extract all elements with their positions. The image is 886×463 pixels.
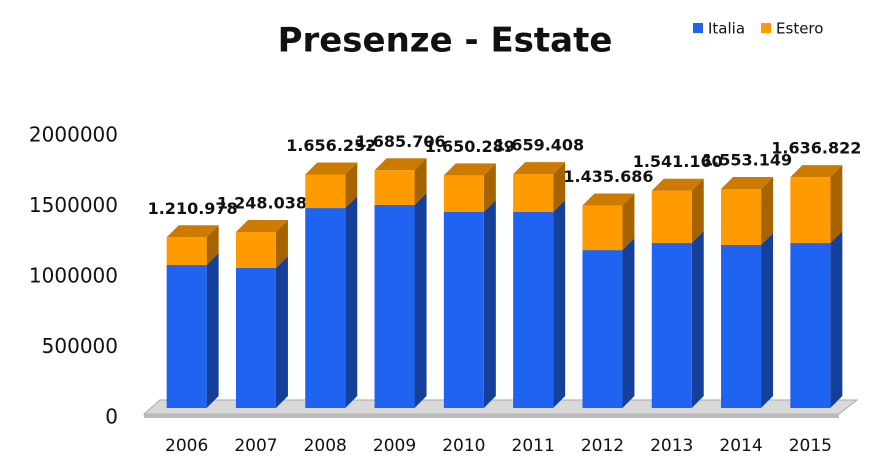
bar-top bbox=[651, 178, 704, 191]
bar-side bbox=[414, 158, 427, 205]
bar bbox=[166, 237, 207, 266]
bar-side bbox=[275, 220, 288, 268]
legend-label: Italia bbox=[708, 20, 745, 38]
bar-top bbox=[443, 163, 496, 176]
bar bbox=[790, 243, 831, 408]
bar bbox=[582, 205, 623, 251]
bar-top bbox=[305, 162, 358, 175]
total-label: 1.210.978 bbox=[148, 199, 238, 218]
bar bbox=[374, 204, 415, 408]
bar-top bbox=[374, 158, 427, 171]
y-tick-label: 2000000 bbox=[29, 123, 118, 147]
x-tick-label: 2012 bbox=[581, 436, 624, 456]
floor-edge bbox=[144, 414, 839, 418]
y-tick-label: 500000 bbox=[42, 334, 118, 358]
bar-side bbox=[275, 255, 288, 408]
total-label: 1.553.149 bbox=[702, 151, 792, 170]
bar bbox=[166, 265, 207, 408]
bar-side bbox=[206, 225, 219, 266]
bar bbox=[235, 267, 276, 408]
bar bbox=[513, 174, 554, 213]
bar-top bbox=[235, 220, 288, 233]
bar-side bbox=[345, 162, 358, 209]
legend-label: Estero bbox=[776, 20, 823, 38]
bar bbox=[790, 177, 831, 244]
bar-top bbox=[166, 225, 219, 238]
x-tick-label: 2011 bbox=[512, 436, 555, 456]
bar-top bbox=[721, 177, 774, 190]
chart-title: Presenze - Estate bbox=[278, 21, 613, 61]
bar bbox=[651, 190, 692, 244]
y-tick-label: 1500000 bbox=[29, 193, 118, 217]
x-tick-label: 2006 bbox=[165, 436, 208, 456]
x-tick-label: 2010 bbox=[442, 436, 485, 456]
bar bbox=[443, 175, 484, 213]
bar bbox=[651, 243, 692, 408]
bar bbox=[721, 189, 762, 246]
bar-side bbox=[761, 177, 774, 246]
x-tick-label: 2007 bbox=[234, 436, 277, 456]
total-label: 1.435.686 bbox=[563, 167, 653, 186]
bar-side bbox=[414, 192, 427, 408]
bar-side bbox=[761, 233, 774, 408]
legend-swatch bbox=[693, 23, 703, 33]
total-label: 1.248.038 bbox=[217, 194, 307, 213]
bar-side bbox=[483, 163, 496, 213]
total-label: 1.659.408 bbox=[494, 136, 584, 155]
bar-side bbox=[691, 231, 704, 408]
bar-side bbox=[345, 196, 358, 408]
bar bbox=[513, 212, 554, 408]
x-tick-label: 2013 bbox=[650, 436, 693, 456]
bar bbox=[305, 208, 346, 408]
y-tick-label: 0 bbox=[105, 405, 118, 429]
bar-side bbox=[553, 200, 566, 408]
total-label: 1.685.706 bbox=[356, 132, 446, 151]
x-tick-label: 2014 bbox=[719, 436, 762, 456]
bar bbox=[374, 170, 415, 205]
total-label: 1.541.160 bbox=[633, 152, 723, 171]
bar-side bbox=[553, 162, 566, 213]
bar-side bbox=[206, 253, 219, 408]
bar-side bbox=[830, 231, 843, 408]
bar bbox=[443, 212, 484, 408]
total-label: 1.636.822 bbox=[771, 139, 861, 158]
total-label: 1.656.252 bbox=[286, 136, 376, 155]
bar-top bbox=[790, 165, 843, 178]
total-label: 1.650.289 bbox=[425, 137, 515, 156]
bar-top bbox=[582, 193, 635, 206]
bar-top bbox=[513, 162, 566, 175]
bar bbox=[235, 232, 276, 268]
bar bbox=[721, 245, 762, 408]
legend-swatch bbox=[761, 23, 772, 33]
x-tick-label: 2009 bbox=[373, 436, 416, 456]
bar-side bbox=[830, 165, 843, 244]
x-tick-label: 2015 bbox=[789, 436, 832, 456]
x-tick-label: 2008 bbox=[304, 436, 347, 456]
bar-side bbox=[691, 178, 704, 244]
bar bbox=[305, 174, 346, 209]
bar-side bbox=[622, 238, 635, 408]
bar-side bbox=[483, 200, 496, 408]
y-tick-label: 1000000 bbox=[29, 264, 118, 288]
bar-side bbox=[622, 193, 635, 251]
bar bbox=[582, 250, 623, 408]
